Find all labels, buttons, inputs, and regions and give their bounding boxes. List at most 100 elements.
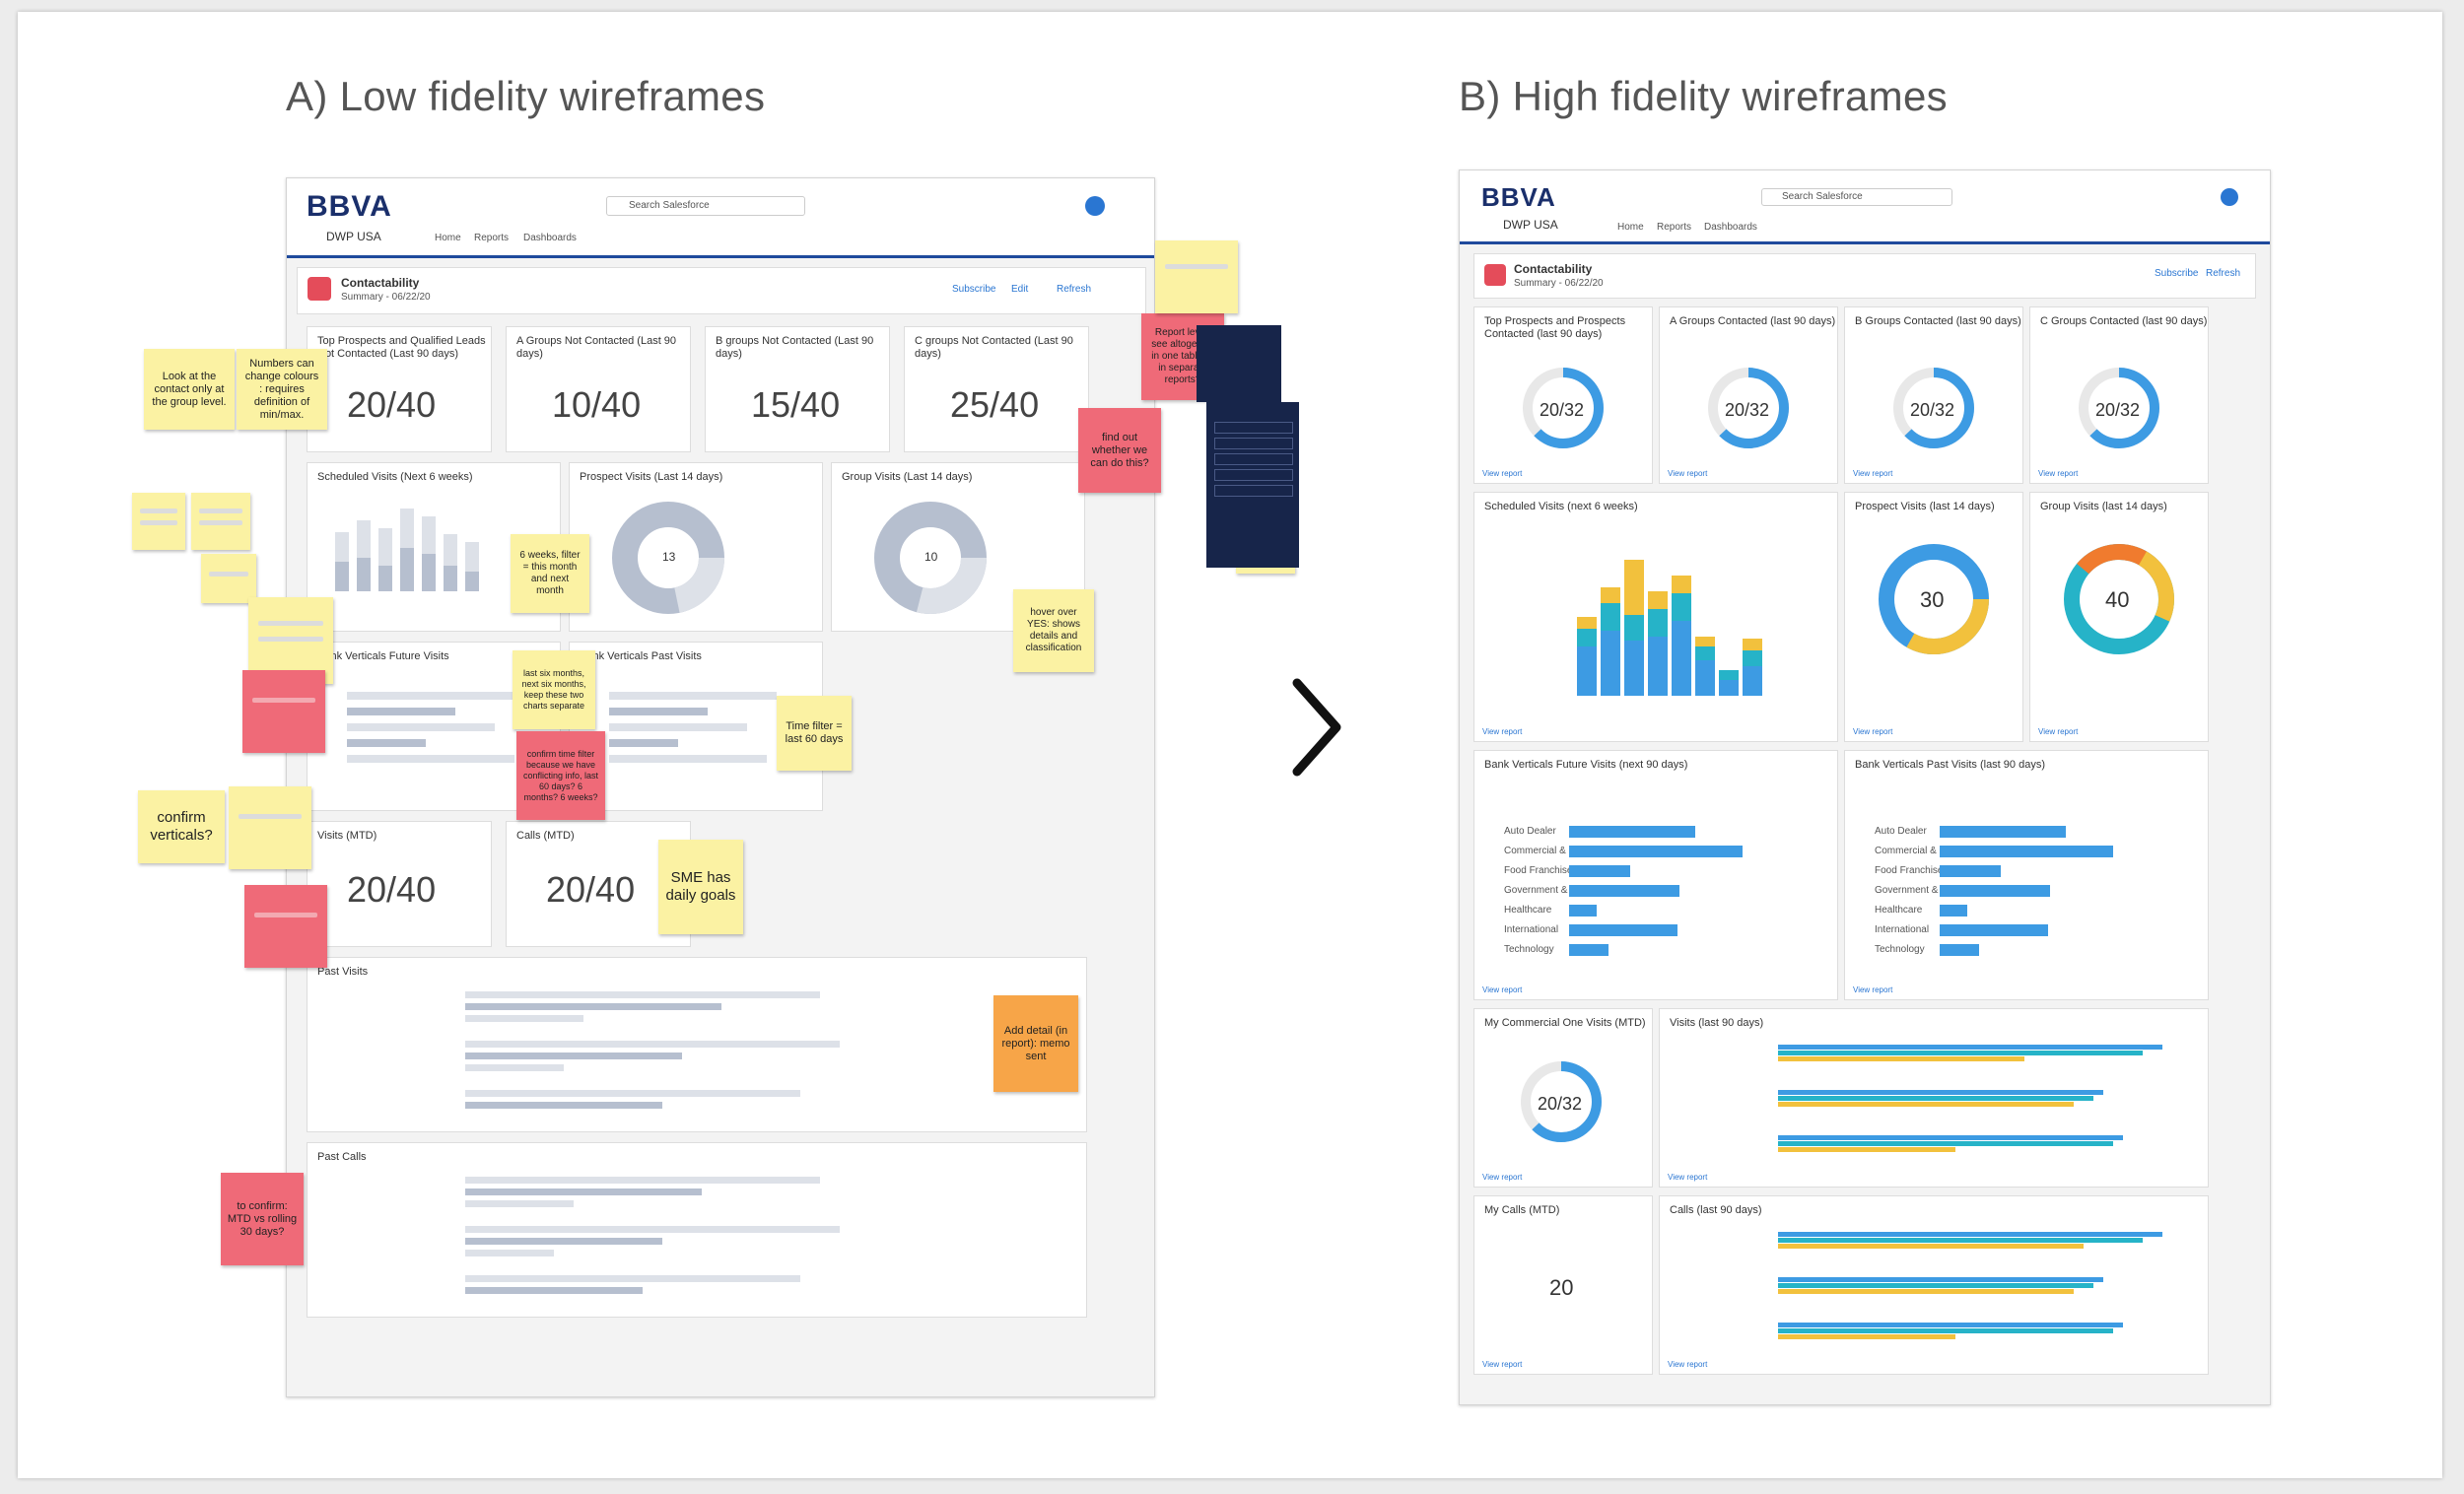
donut-value: 40 xyxy=(2105,587,2130,612)
view-report-link[interactable]: View report xyxy=(1668,469,1708,478)
kpi-value: 20/32 xyxy=(1540,400,1585,420)
high-commercial-visits: My Commercial One Visits (MTD) 20/32 Vie… xyxy=(1473,1008,1653,1188)
view-report-link[interactable]: View report xyxy=(1668,1360,1708,1369)
kpi-value: 20/32 xyxy=(1725,400,1770,420)
high-scheduled-visits: Scheduled Visits (next 6 weeks) View rep… xyxy=(1473,492,1838,742)
low-fidelity-title: A) Low fidelity wireframes xyxy=(286,73,766,119)
sticky-note-small xyxy=(229,786,311,869)
kpi-title: A Groups Not Contacted (Last 90 days) xyxy=(516,335,677,360)
sticky-note: find out whether we can do this? xyxy=(1078,408,1161,493)
kpi-value: 20/40 xyxy=(347,384,437,425)
high-kpi-card: C Groups Contacted (last 90 days) 20/32 … xyxy=(2029,306,2209,484)
view-report-link[interactable]: View report xyxy=(1668,1173,1708,1182)
subscribe-button[interactable]: Subscribe xyxy=(952,284,996,295)
view-report-link[interactable]: View report xyxy=(1482,1360,1523,1369)
sticky-note-small xyxy=(244,885,327,968)
chart-title: Bank Verticals Future Visits xyxy=(317,650,449,662)
group-donut xyxy=(874,502,987,614)
dashboard-icon xyxy=(1484,264,1506,286)
kpi-value: 20/32 xyxy=(1910,400,1955,420)
high-prospect-visits: Prospect Visits (last 14 days) 30 View r… xyxy=(1844,492,2023,742)
side-panel-dark xyxy=(1197,325,1281,402)
high-fidelity-wireframe: BBVA DWP USA Search Salesforce Home Repo… xyxy=(1459,170,2271,1405)
search-input[interactable]: Search Salesforce xyxy=(1761,188,1952,206)
avatar-icon[interactable] xyxy=(2221,188,2238,206)
kpi-value: 15/40 xyxy=(751,384,841,425)
low-kpi-card: C groups Not Contacted (Last 90 days) 25… xyxy=(904,326,1089,452)
sticky-note: Time filter = last 60 days xyxy=(777,696,852,771)
high-calls-last-90: Calls (last 90 days) View report xyxy=(1659,1195,2209,1375)
sticky-note: confirm verticals? xyxy=(138,790,225,863)
chart-title: Bank Verticals Past Visits (last 90 days… xyxy=(1855,759,2045,771)
kpi-value: 10/40 xyxy=(552,384,642,425)
view-report-link[interactable]: View report xyxy=(1482,1173,1523,1182)
dashboard-subtitle: Summary - 06/22/20 xyxy=(341,292,431,303)
refresh-button[interactable]: Refresh xyxy=(2206,268,2241,279)
view-report-link[interactable]: View report xyxy=(1482,985,1523,994)
sticky-note: 6 weeks, filter = this month and next mo… xyxy=(511,534,589,613)
view-report-link[interactable]: View report xyxy=(2038,727,2079,736)
low-kpi-card: Top Prospects and Qualified Leads Not Co… xyxy=(307,326,492,452)
group-donut xyxy=(2064,544,2174,654)
high-kpi-card: B Groups Contacted (last 90 days) 20/32 … xyxy=(1844,306,2023,484)
avatar-icon[interactable] xyxy=(1085,196,1105,216)
kpi-title: C Groups Contacted (last 90 days) xyxy=(2040,315,2208,327)
sticky-note: SME has daily goals xyxy=(658,840,743,934)
sticky-note: Numbers can change colours : requires de… xyxy=(237,349,327,430)
low-past-calls: Past Calls xyxy=(307,1142,1087,1318)
sticky-note-small xyxy=(248,597,333,684)
view-report-link[interactable]: View report xyxy=(1482,469,1523,478)
dashboard-icon xyxy=(308,277,331,301)
kpi-title: A Groups Contacted (last 90 days) xyxy=(1670,315,1836,327)
sticky-note: last six months, next six months, keep t… xyxy=(513,650,595,729)
search-input[interactable]: Search Salesforce xyxy=(606,196,805,216)
refresh-button[interactable]: Refresh xyxy=(1057,284,1092,295)
app-name: DWP USA xyxy=(326,230,381,243)
view-report-link[interactable]: View report xyxy=(1853,469,1893,478)
high-past-verticals: Bank Verticals Past Visits (last 90 days… xyxy=(1844,750,2209,1000)
kpi-value: 25/40 xyxy=(950,384,1040,425)
canvas-sheet: A) Low fidelity wireframes B) High fidel… xyxy=(18,12,2442,1478)
mtd-value: 20/40 xyxy=(347,869,437,910)
sticky-note: Look at the contact only at the group le… xyxy=(144,349,235,430)
nav-reports[interactable]: Reports xyxy=(1657,222,1692,233)
view-report-link[interactable]: View report xyxy=(1853,727,1893,736)
chart-title: Group Visits (last 14 days) xyxy=(2040,501,2167,512)
high-kpi-card: A Groups Contacted (last 90 days) 20/32 … xyxy=(1659,306,1838,484)
view-report-link[interactable]: View report xyxy=(1482,727,1523,736)
chart-title: Group Visits (Last 14 days) xyxy=(842,471,973,483)
nav-home[interactable]: Home xyxy=(1617,222,1644,233)
nav-reports[interactable]: Reports xyxy=(474,233,510,243)
chart-title: My Commercial One Visits (MTD) xyxy=(1484,1017,1646,1029)
chart-title: Prospect Visits (Last 14 days) xyxy=(580,471,723,483)
mtd-value: 20/40 xyxy=(546,869,636,910)
sticky-note: to confirm: MTD vs rolling 30 days? xyxy=(221,1173,304,1265)
chart-title: Calls (last 90 days) xyxy=(1670,1204,1762,1216)
dashboard-title: Contactability xyxy=(1514,262,1593,276)
chart-title: Scheduled Visits (next 6 weeks) xyxy=(1484,501,1638,512)
dashboard-header: Contactability Summary - 06/22/20 Subscr… xyxy=(1473,253,2256,299)
chart-title: Visits (last 90 days) xyxy=(1670,1017,1764,1029)
dashboard-subtitle: Summary - 06/22/20 xyxy=(1514,278,1604,289)
sticky-note: Add detail (in report): memo sent xyxy=(993,995,1078,1092)
chart-title: Scheduled Visits (Next 6 weeks) xyxy=(317,471,473,483)
app-name: DWP USA xyxy=(1503,218,1558,232)
chart-title: Past Calls xyxy=(317,1151,367,1163)
nav-home[interactable]: Home xyxy=(435,233,461,243)
kpi-title: B Groups Contacted (last 90 days) xyxy=(1855,315,2021,327)
high-future-verticals: Bank Verticals Future Visits (next 90 da… xyxy=(1473,750,1838,1000)
kpi-donut xyxy=(1523,368,1604,448)
view-report-link[interactable]: View report xyxy=(2038,469,2079,478)
kpi-title: Top Prospects and Prospects Contacted (l… xyxy=(1484,315,1626,340)
bbva-logo: BBVA xyxy=(307,190,392,223)
edit-button[interactable]: Edit xyxy=(1011,284,1029,295)
sticky-note-small xyxy=(132,493,185,550)
chart-title: Past Visits xyxy=(317,966,369,978)
nav-dashboards[interactable]: Dashboards xyxy=(1704,222,1757,233)
chart-title: My Calls (MTD) xyxy=(1484,1204,1560,1216)
donut-value: 10 xyxy=(924,550,938,564)
view-report-link[interactable]: View report xyxy=(1853,985,1893,994)
nav-dashboards[interactable]: Dashboards xyxy=(523,233,577,243)
prospect-donut xyxy=(1879,544,1989,654)
subscribe-button[interactable]: Subscribe xyxy=(2155,268,2199,279)
